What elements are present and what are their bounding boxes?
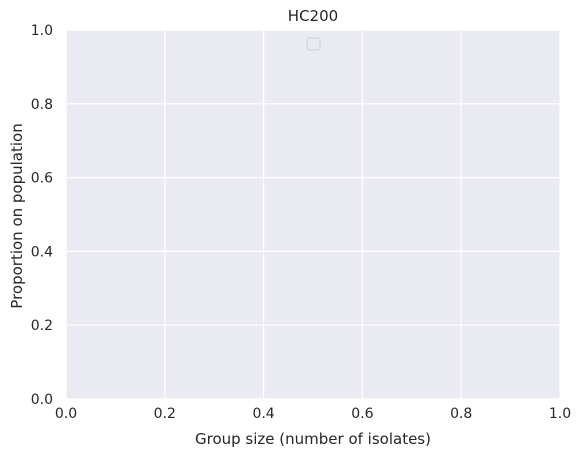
x-tick-label: 1.0 xyxy=(549,406,571,422)
y-axis-label: Proportion on population xyxy=(8,123,26,308)
plot-area xyxy=(66,30,560,399)
x-tick-labels: 0.0 0.2 0.4 0.6 0.8 1.0 xyxy=(55,406,571,422)
y-tick-label: 0.6 xyxy=(31,171,53,187)
x-tick-label: 0.0 xyxy=(55,406,77,422)
y-tick-label: 0.4 xyxy=(31,244,53,260)
y-tick-label: 0.0 xyxy=(31,392,53,408)
y-tick-label: 0.2 xyxy=(31,318,53,334)
y-tick-label: 0.8 xyxy=(31,97,53,113)
x-tick-label: 0.8 xyxy=(450,406,472,422)
y-tick-labels: 0.0 0.2 0.4 0.6 0.8 1.0 xyxy=(31,23,53,408)
legend-box xyxy=(306,37,321,51)
x-tick-label: 0.4 xyxy=(252,406,274,422)
y-gridlines xyxy=(66,29,560,400)
x-gridlines xyxy=(65,30,561,399)
chart-title: HC200 xyxy=(288,7,338,25)
x-tick-label: 0.2 xyxy=(154,406,176,422)
x-tick-label: 0.6 xyxy=(351,406,373,422)
x-axis-label: Group size (number of isolates) xyxy=(195,430,431,448)
y-tick-label: 1.0 xyxy=(31,23,53,39)
